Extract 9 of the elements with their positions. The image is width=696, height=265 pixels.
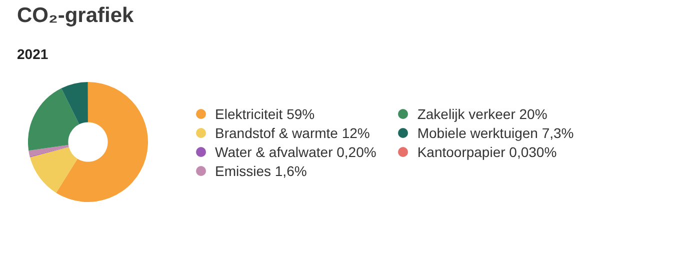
chart-subtitle: 2021 xyxy=(17,46,48,62)
legend-label: Emissies 1,6% xyxy=(215,162,307,178)
legend-label: Zakelijk verkeer 20% xyxy=(417,106,548,122)
legend-label: Elektriciteit 59% xyxy=(215,106,315,122)
legend-label: Mobiele werktuigen 7,3% xyxy=(417,124,574,140)
legend-label: Brandstof & warmte 12% xyxy=(215,124,370,140)
chart-title: CO₂-grafiek xyxy=(17,4,134,28)
legend-label: Water & afvalwater 0,20% xyxy=(215,144,376,160)
legend-label: Kantoorpapier 0,030% xyxy=(417,144,557,160)
